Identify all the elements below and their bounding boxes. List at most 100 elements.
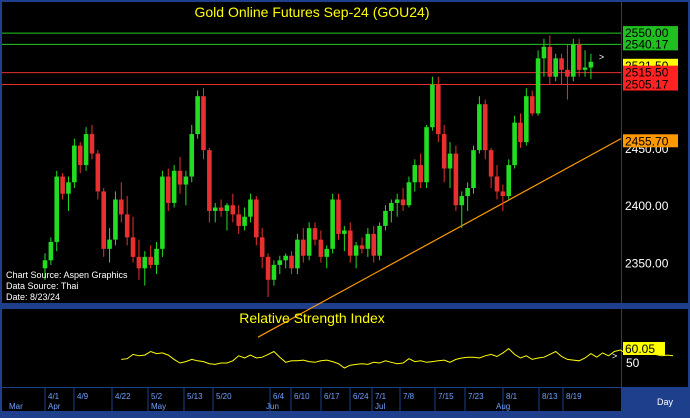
candle-down xyxy=(265,256,271,280)
candle-down xyxy=(435,84,441,135)
date-tick-label: 8/19 xyxy=(566,392,582,401)
date-tick-label: 5/2 xyxy=(151,392,163,401)
rsi-value-box xyxy=(623,342,665,355)
month-tick-label: Apr xyxy=(48,402,61,411)
candle-down xyxy=(89,134,95,154)
candle-down xyxy=(95,153,101,192)
month-tick-label: Jun xyxy=(266,402,279,411)
source-line-2: Data Source: Thai xyxy=(6,281,78,291)
candle-up xyxy=(183,176,189,185)
candle-down xyxy=(441,134,447,169)
candle-up xyxy=(342,230,347,234)
candle-down xyxy=(494,176,500,192)
level-label-box xyxy=(623,77,678,91)
level-label-text: 2550.00 xyxy=(625,26,669,40)
candle-up xyxy=(535,58,541,114)
candle-up xyxy=(353,245,359,256)
candle-down xyxy=(318,239,324,257)
candle-up xyxy=(189,134,195,177)
candle-down xyxy=(312,228,318,240)
date-tick-label: 6/17 xyxy=(324,392,340,401)
candle-up xyxy=(48,241,54,261)
candle-up xyxy=(477,104,482,151)
candle-up xyxy=(524,96,529,143)
candle-up xyxy=(412,165,418,183)
candle-up xyxy=(582,67,588,70)
candle-down xyxy=(119,199,124,215)
rsi-plot-area[interactable] xyxy=(2,309,621,387)
candle-down xyxy=(576,44,582,70)
last-price-marker: > xyxy=(599,52,604,62)
candle-down xyxy=(359,245,365,249)
candle-down xyxy=(201,96,206,151)
x-axis-unit-label: Day xyxy=(657,397,674,407)
level-label-text: 2540.17 xyxy=(625,37,669,51)
trendline xyxy=(257,138,622,338)
level-label-text: 2505.17 xyxy=(625,78,669,92)
axis-labels: 2350.002400.002450.002550.002540.172521.… xyxy=(9,26,678,411)
rsi-series xyxy=(121,347,674,369)
month-tick-label: Aug xyxy=(496,402,510,411)
candle-down xyxy=(289,255,294,269)
date-tick-label: 6/24 xyxy=(353,392,369,401)
main-plot-area[interactable] xyxy=(2,2,621,303)
candle-up xyxy=(171,170,177,203)
rsi-last-marker: > xyxy=(612,351,617,361)
price-tick-label: 2350.00 xyxy=(625,257,669,271)
candle-up xyxy=(383,210,388,226)
candle-up xyxy=(571,44,576,77)
candle-up xyxy=(154,248,159,265)
candle-down xyxy=(77,145,83,166)
candle-up xyxy=(277,260,283,265)
candle-down xyxy=(371,233,377,256)
date-tick-label: 7/8 xyxy=(403,392,415,401)
month-tick-label: Mar xyxy=(9,402,23,411)
candle-up xyxy=(512,122,517,166)
rsi-title: Relative Strength Index xyxy=(239,310,385,326)
date-tick-label: 8/1 xyxy=(506,392,518,401)
candle-down xyxy=(60,176,65,194)
candle-up xyxy=(113,199,118,240)
month-tick-label: May xyxy=(151,402,166,411)
level-label-box xyxy=(623,65,678,79)
candle-down xyxy=(148,256,153,265)
candle-up xyxy=(195,96,200,135)
candle-down xyxy=(124,214,130,238)
candle-down xyxy=(230,205,236,215)
price-axis xyxy=(622,2,688,303)
candle-down xyxy=(236,214,242,226)
candle-up xyxy=(248,199,253,217)
candle-down xyxy=(488,150,494,177)
candle-up xyxy=(324,248,330,257)
level-label-box xyxy=(623,134,678,148)
candle-down xyxy=(177,170,183,185)
candle-down xyxy=(130,237,136,257)
date-tick-label: 7/23 xyxy=(468,392,484,401)
candle-down xyxy=(207,150,212,211)
candle-down xyxy=(101,191,106,249)
candle-down xyxy=(482,104,488,151)
date-tick-label: 6/10 xyxy=(294,392,310,401)
date-tick-label: 4/9 xyxy=(77,392,89,401)
candle-up xyxy=(588,61,594,68)
x-axis-strip xyxy=(2,388,621,411)
candle-up xyxy=(471,150,476,189)
level-label-box xyxy=(623,37,678,51)
level-lines xyxy=(2,32,621,86)
candle-down xyxy=(300,239,306,256)
date-tick-label: 4/22 xyxy=(115,392,131,401)
candle-up xyxy=(365,233,371,249)
candle-up xyxy=(553,58,558,77)
level-label-box xyxy=(623,26,678,40)
candle-up xyxy=(459,196,465,206)
candle-up xyxy=(424,127,429,183)
candle-down xyxy=(565,69,570,77)
candle-up xyxy=(160,176,165,249)
candle-down xyxy=(547,46,553,77)
candle-up xyxy=(42,260,48,269)
candle-down xyxy=(500,191,506,197)
candle-down xyxy=(254,199,259,238)
candle-up xyxy=(389,202,394,211)
candle-up xyxy=(541,46,547,59)
